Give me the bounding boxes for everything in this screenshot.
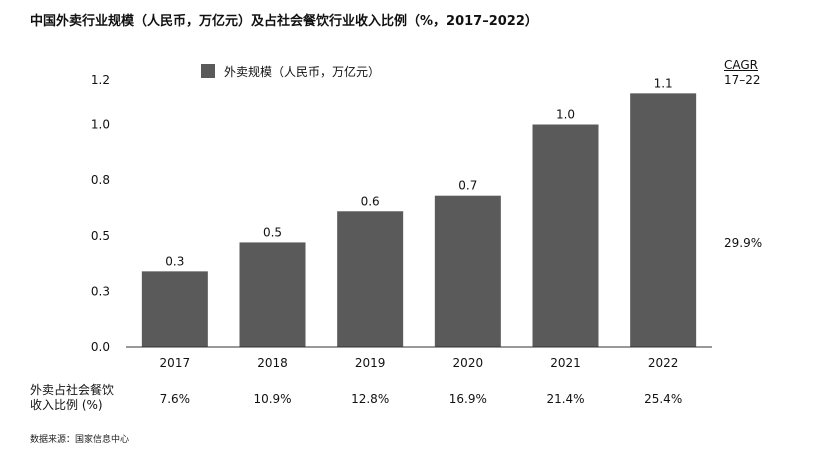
x-tick-label-2022: 2022 [648, 356, 679, 370]
legend: 外卖规模（人民币，万亿元） [201, 64, 380, 79]
y-tick-label: 1.0 [91, 118, 110, 132]
source-note: 数据来源：国家信息中心 [30, 435, 130, 445]
bar-2020 [434, 195, 501, 347]
share-value-2021: 21.4% [546, 392, 585, 406]
cagr-label: CAGR [724, 58, 759, 72]
bar-2022 [630, 93, 697, 347]
y-tick-label: 0.3 [91, 284, 110, 298]
data-label-2019: 0.6 [361, 194, 380, 208]
bars: 0.3 0.5 0.6 0.7 1.0 1.1 [141, 76, 697, 347]
share-value-2022: 25.4% [644, 392, 683, 406]
x-tick-label-2020: 2020 [453, 356, 484, 370]
bar-2019 [337, 211, 404, 347]
data-label-2022: 1.1 [654, 76, 673, 90]
x-tick-label-2019: 2019 [355, 356, 386, 370]
x-tick-label-2017: 2017 [160, 356, 191, 370]
x-axis: 2017 2018 2019 2020 2021 2022 [126, 346, 712, 370]
share-label-line2: 收入比例 (%) [30, 398, 103, 412]
bar-2021 [532, 124, 599, 347]
bar-2018 [239, 242, 306, 347]
x-tick-label-2021: 2021 [550, 356, 581, 370]
cagr-header: CAGR 17–22 [724, 58, 761, 88]
cagr-period: 17–22 [724, 73, 761, 87]
data-label-2017: 0.3 [165, 254, 184, 268]
bar-2017 [141, 271, 208, 347]
data-label-2018: 0.5 [263, 225, 282, 239]
x-tick-label-2018: 2018 [257, 356, 288, 370]
share-value-2019: 12.8% [351, 392, 390, 406]
legend-label: 外卖规模（人民币，万亿元） [224, 64, 380, 79]
chart-title: 中国外卖行业规模（人民币，万亿元）及占社会餐饮行业收入比例（%，2017–202… [30, 14, 538, 29]
legend-swatch [201, 64, 215, 78]
share-label-line1: 外卖占社会餐饮 [30, 383, 115, 397]
share-value-2017: 7.6% [159, 392, 191, 406]
data-label-2021: 1.0 [556, 108, 575, 122]
share-value-2020: 16.9% [448, 392, 487, 406]
y-tick-label: 0.8 [91, 173, 110, 187]
share-value-2018: 10.9% [253, 392, 292, 406]
y-tick-label: 1.2 [91, 73, 110, 87]
y-axis: 0.0 0.3 0.5 0.8 1.0 1.2 [91, 73, 110, 354]
share-row-label: 外卖占社会餐饮 收入比例 (%) [30, 383, 114, 413]
y-tick-label: 0.5 [91, 229, 110, 243]
y-tick-label: 0.0 [91, 340, 110, 354]
data-label-2020: 0.7 [458, 179, 477, 193]
cagr-value: 29.9% [724, 236, 763, 250]
